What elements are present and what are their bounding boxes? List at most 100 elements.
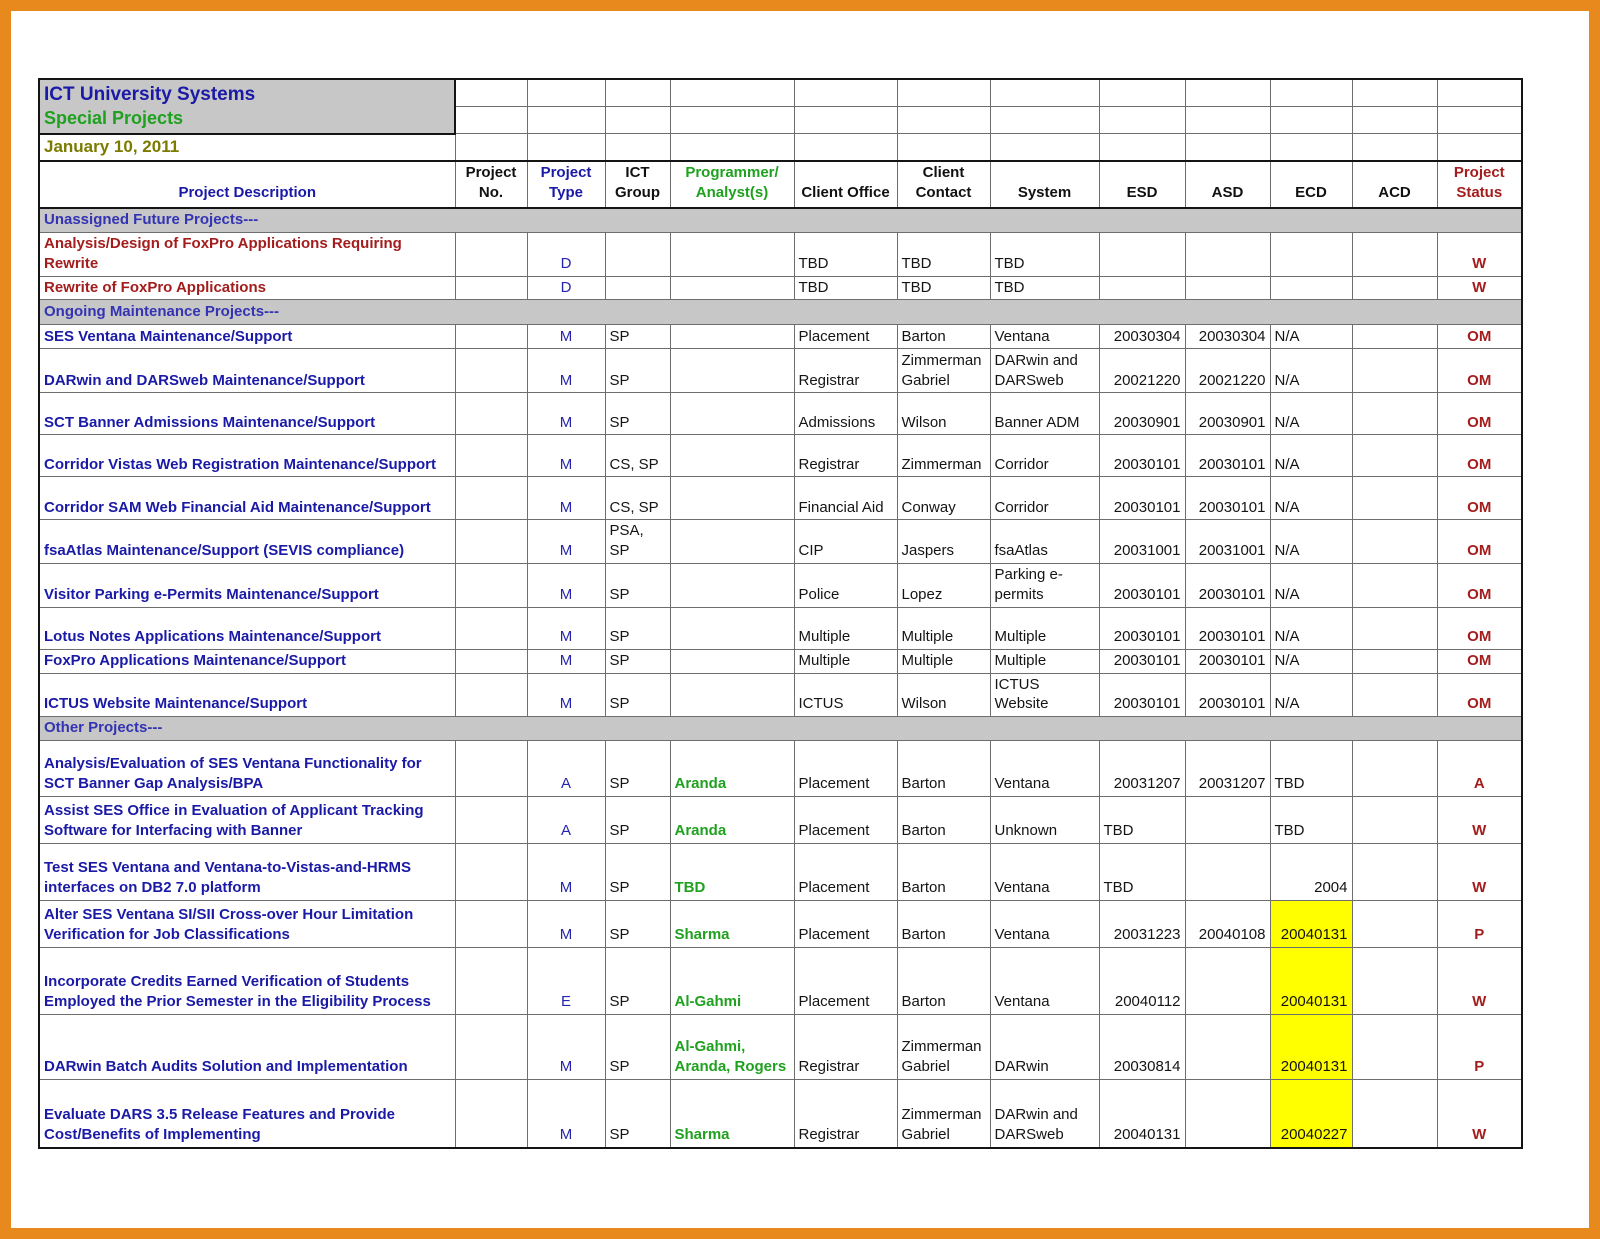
cell-esd <box>1098 275 1186 301</box>
cell-group: SP <box>604 324 671 350</box>
cell-system: Ventana <box>989 947 1100 1016</box>
cell-group <box>604 231 671 277</box>
cell-asd <box>1184 1014 1271 1081</box>
cell-prog <box>669 275 795 301</box>
table-row: SES Ventana Maintenance/Support M SP Placem… <box>38 324 1523 350</box>
empty-cell <box>526 106 606 135</box>
table-row: Corridor Vistas Web Registration Mainten… <box>38 434 1523 478</box>
cell-contact: Barton <box>896 843 991 902</box>
cell-prog <box>669 672 795 718</box>
cell-asd: 20030304 <box>1184 324 1271 350</box>
cell-asd <box>1184 947 1271 1016</box>
cell-desc: Analysis/Design of FoxPro Applications R… <box>38 231 456 277</box>
cell-status: W <box>1436 1079 1523 1149</box>
cell-status: W <box>1436 796 1523 845</box>
cell-esd: 20030101 <box>1098 563 1186 608</box>
cell-no <box>454 843 528 902</box>
cell-ecd: N/A <box>1269 672 1353 718</box>
cell-status: OM <box>1436 392 1523 436</box>
cell-status: W <box>1436 231 1523 277</box>
cell-system: Multiple <box>989 606 1100 650</box>
cell-group: SP <box>604 672 671 718</box>
section-row: Other Projects--- <box>38 716 1523 742</box>
cell-esd: TBD <box>1098 843 1186 902</box>
cell-office: Financial Aid <box>793 476 898 521</box>
cell-group: SP <box>604 606 671 650</box>
cell-status: OM <box>1436 476 1523 521</box>
cell-no <box>454 606 528 650</box>
cell-office: Multiple <box>793 648 898 674</box>
cell-system: Unknown <box>989 796 1100 845</box>
empty-cell <box>896 78 991 108</box>
cell-desc: Analysis/Evaluation of SES Ventana Funct… <box>38 740 456 798</box>
cell-desc: Assist SES Office in Evaluation of Appli… <box>38 796 456 845</box>
cell-group: SP <box>604 900 671 949</box>
empty-cell <box>1269 106 1353 135</box>
empty-cell <box>1436 78 1523 108</box>
column-header-desc: Project Description <box>38 160 456 209</box>
empty-cell <box>1436 106 1523 135</box>
empty-cell <box>1098 106 1186 135</box>
cell-desc: Corridor Vistas Web Registration Mainten… <box>38 434 456 478</box>
empty-cell <box>1098 78 1186 108</box>
cell-prog <box>669 434 795 478</box>
cell-desc: DARwin and DARSweb Maintenance/Support <box>38 348 456 394</box>
section-label: Ongoing Maintenance Projects--- <box>38 299 1523 326</box>
cell-group <box>604 275 671 301</box>
empty-cell <box>454 133 528 162</box>
cell-group: SP <box>604 1014 671 1081</box>
cell-asd <box>1184 275 1271 301</box>
cell-contact: Wilson <box>896 672 991 718</box>
cell-acd <box>1351 1079 1438 1149</box>
cell-status: P <box>1436 1014 1523 1081</box>
title-row-2 <box>39 106 1523 135</box>
empty-cell <box>604 106 671 135</box>
cell-desc: DARwin Batch Audits Solution and Impleme… <box>38 1014 456 1081</box>
cell-desc: Lotus Notes Applications Maintenance/Sup… <box>38 606 456 650</box>
cell-office: ICTUS <box>793 672 898 718</box>
cell-prog: Aranda <box>669 796 795 845</box>
cell-prog <box>669 324 795 350</box>
table-row: Rewrite of FoxPro Applications D TBD TBD TBD… <box>38 275 1523 301</box>
cell-ecd: N/A <box>1269 519 1353 565</box>
column-header-no: Project No. <box>454 160 528 209</box>
cell-system: Parking e-permits <box>989 563 1100 608</box>
empty-cell <box>989 78 1100 108</box>
cell-contact: Multiple <box>896 606 991 650</box>
cell-office: Police <box>793 563 898 608</box>
cell-type: M <box>526 1079 606 1149</box>
cell-status: A <box>1436 740 1523 798</box>
empty-cell <box>1436 133 1523 162</box>
table-row: Analysis/Evaluation of SES Ventana Funct… <box>38 740 1523 798</box>
table-row: Visitor Parking e-Permits Maintenance/Su… <box>38 563 1523 608</box>
table-row: ICTUS Website Maintenance/Support M SP ICTU… <box>38 672 1523 718</box>
cell-type: M <box>526 563 606 608</box>
cell-prog <box>669 648 795 674</box>
cell-type: M <box>526 648 606 674</box>
cell-asd <box>1184 231 1271 277</box>
cell-office: Registrar <box>793 1014 898 1081</box>
empty-cell <box>669 78 795 108</box>
cell-no <box>454 275 528 301</box>
cell-contact: Jaspers <box>896 519 991 565</box>
cell-ecd: N/A <box>1269 348 1353 394</box>
cell-desc: Visitor Parking e-Permits Maintenance/Su… <box>38 563 456 608</box>
cell-office: Registrar <box>793 434 898 478</box>
column-header-office: Client Office <box>793 160 898 209</box>
cell-no <box>454 434 528 478</box>
cell-acd <box>1351 672 1438 718</box>
cell-no <box>454 348 528 394</box>
cell-no <box>454 672 528 718</box>
projects-table: ICT University Systems Special Projects Ja… <box>38 78 1523 1149</box>
cell-type: M <box>526 519 606 565</box>
cell-status: W <box>1436 275 1523 301</box>
cell-prog <box>669 519 795 565</box>
cell-desc: ICTUS Website Maintenance/Support <box>38 672 456 718</box>
column-header-esd: ESD <box>1098 160 1186 209</box>
cell-prog <box>669 606 795 650</box>
cell-type: M <box>526 476 606 521</box>
empty-cell <box>793 133 898 162</box>
cell-desc: Rewrite of FoxPro Applications <box>38 275 456 301</box>
cell-acd <box>1351 1014 1438 1081</box>
